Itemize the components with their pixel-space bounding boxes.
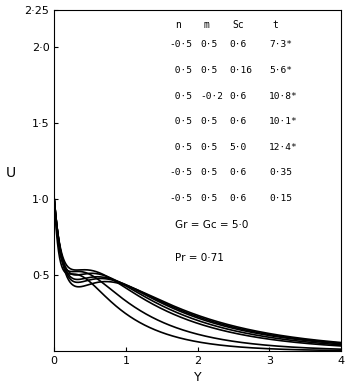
Text: Pr = 0·71: Pr = 0·71 [175,253,224,263]
Text: m: m [203,20,209,30]
Text: -0·5: -0·5 [169,168,192,177]
Text: Gr = Gc = 5·0: Gr = Gc = 5·0 [175,220,248,230]
Text: 0·6: 0·6 [229,117,246,126]
Text: 0·5: 0·5 [169,117,192,126]
Text: 0·5: 0·5 [169,143,192,152]
Text: -0·5: -0·5 [169,194,192,203]
Text: 0·5: 0·5 [169,92,192,101]
Text: 7·3*: 7·3* [269,40,292,49]
Text: 0·5: 0·5 [201,194,218,203]
Text: 0·6: 0·6 [229,40,246,49]
Text: 0·5: 0·5 [169,66,192,75]
Text: t: t [272,20,278,30]
Text: 0·15: 0·15 [269,194,292,203]
Text: 0·5: 0·5 [201,117,218,126]
Text: 0·6: 0·6 [229,168,246,177]
Text: 0·16: 0·16 [229,66,252,75]
Text: 5·6*: 5·6* [269,66,292,75]
Text: 10·8*: 10·8* [269,92,298,101]
Text: 0·6: 0·6 [229,92,246,101]
Text: 0·5: 0·5 [201,66,218,75]
X-axis label: Y: Y [194,371,201,385]
Text: 12·4*: 12·4* [269,143,298,152]
Y-axis label: U: U [6,166,16,180]
Text: 5·0: 5·0 [229,143,246,152]
Text: Sc: Sc [232,20,244,30]
Text: -0·2: -0·2 [201,92,223,101]
Text: 0·5: 0·5 [201,168,218,177]
Text: 10·1*: 10·1* [269,117,298,126]
Text: 0·6: 0·6 [229,194,246,203]
Text: 0·35: 0·35 [269,168,292,177]
Text: 0·5: 0·5 [201,143,218,152]
Text: 0·5: 0·5 [201,40,218,49]
Text: -0·5: -0·5 [169,40,192,49]
Text: n: n [175,20,181,30]
